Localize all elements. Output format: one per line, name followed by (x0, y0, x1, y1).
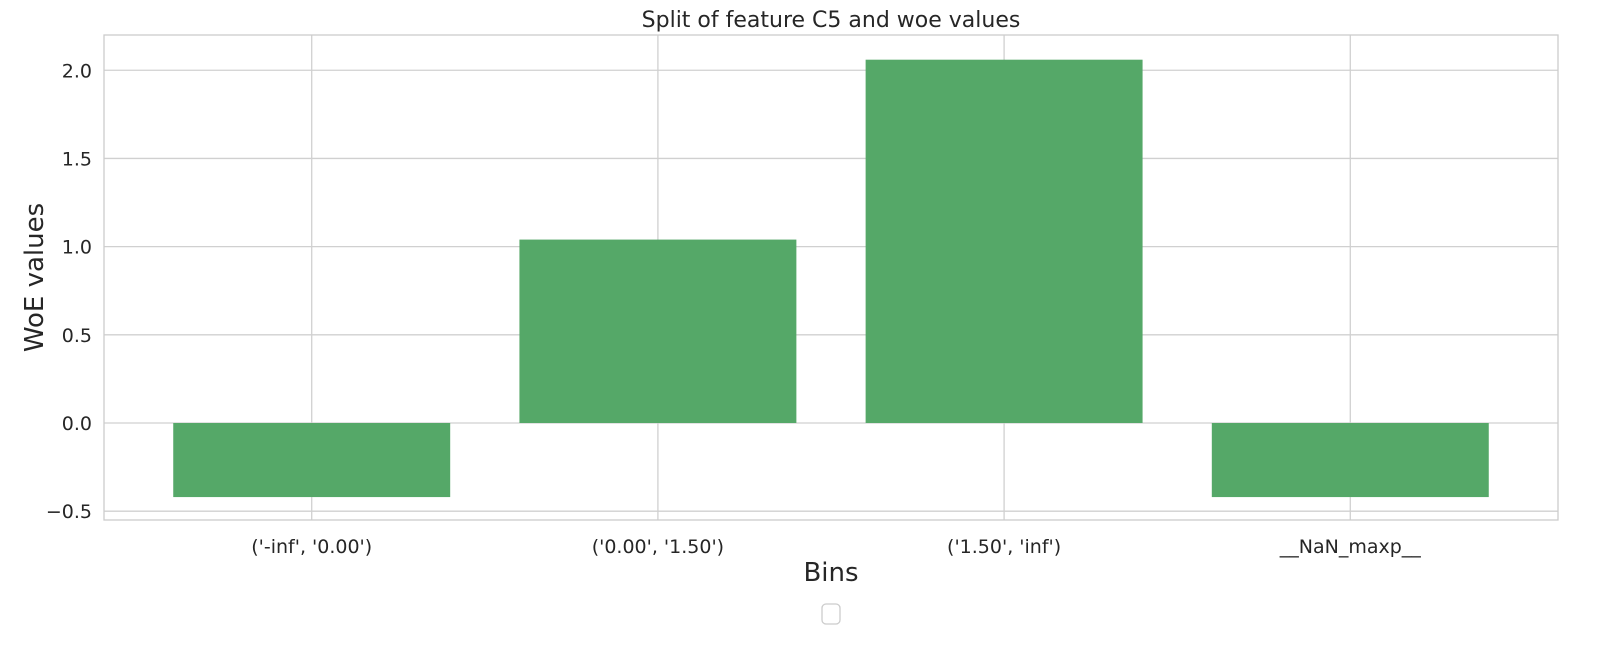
y-tick-label: 1.5 (62, 148, 92, 170)
legend-box (821, 603, 841, 625)
x-tick-labels: ('-inf', '0.00') ('0.00', '1.50') ('1.50',… (251, 536, 1421, 558)
plot-frame (103, 34, 1559, 521)
y-axis-label: WoE values (20, 203, 50, 352)
bar (1211, 423, 1489, 498)
x-axis-label: Bins (803, 558, 858, 588)
x-tick-label: ('0.00', '1.50') (592, 536, 724, 558)
y-tick-label: 0.0 (62, 413, 92, 435)
y-tick-label: 2.0 (62, 60, 92, 82)
bar (865, 59, 1143, 423)
x-tick-label: __NaN_maxp__ (1279, 536, 1422, 558)
y-tick-label: −0.5 (46, 501, 92, 523)
x-tick-label: ('-inf', '0.00') (251, 536, 372, 558)
bar (519, 239, 797, 423)
y-tick-label: 0.5 (62, 325, 92, 347)
y-tick-label: 1.0 (62, 237, 92, 259)
chart-title: Split of feature C5 and woe values (642, 8, 1021, 33)
bar (173, 423, 451, 498)
y-tick-labels: −0.5 0.0 0.5 1.0 1.5 2.0 (46, 60, 92, 523)
x-tick-label: ('1.50', 'inf') (947, 536, 1061, 558)
bars (173, 59, 1489, 498)
